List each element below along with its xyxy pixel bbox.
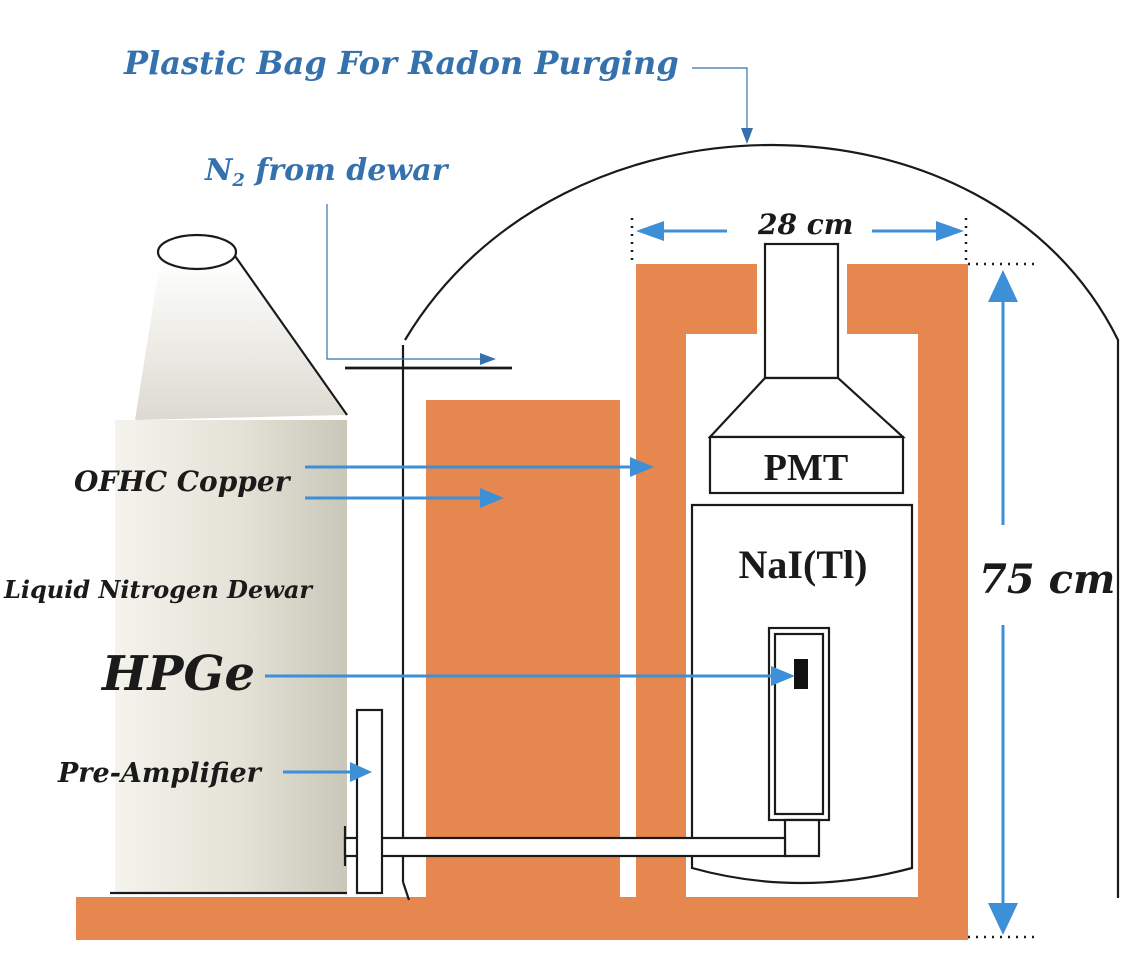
plastic-bag-dome — [404, 143, 1120, 898]
liquid-nitrogen-dewar — [110, 233, 348, 895]
cold-finger — [343, 836, 787, 858]
pmt-label: PMT — [764, 447, 848, 489]
width-label: 28 cm — [757, 208, 853, 241]
n2-label: N2 from dewar — [204, 153, 450, 191]
ofhc-label: OFHC Copper — [74, 465, 292, 498]
copper-base — [76, 897, 968, 940]
width-dimension-arrow — [636, 221, 964, 241]
pre-amplifier-box — [355, 708, 384, 895]
height-label: 75 cm — [979, 556, 1115, 603]
copper-housing — [636, 264, 968, 900]
pmt-assembly — [707, 242, 906, 495]
copper-block-left — [426, 400, 620, 900]
hpge-detector — [767, 626, 831, 858]
height-dimension-arrow — [988, 270, 1018, 935]
nai-label: NaI(Tl) — [739, 542, 868, 587]
bag-label: Plastic Bag For Radon Purging — [123, 44, 679, 82]
preamp-label: Pre-Amplifier — [57, 758, 263, 789]
ofhc-arrows — [305, 457, 654, 508]
dewar-label: Liquid Nitrogen Dewar — [3, 575, 314, 604]
hpge-label: HPGe — [100, 646, 255, 702]
